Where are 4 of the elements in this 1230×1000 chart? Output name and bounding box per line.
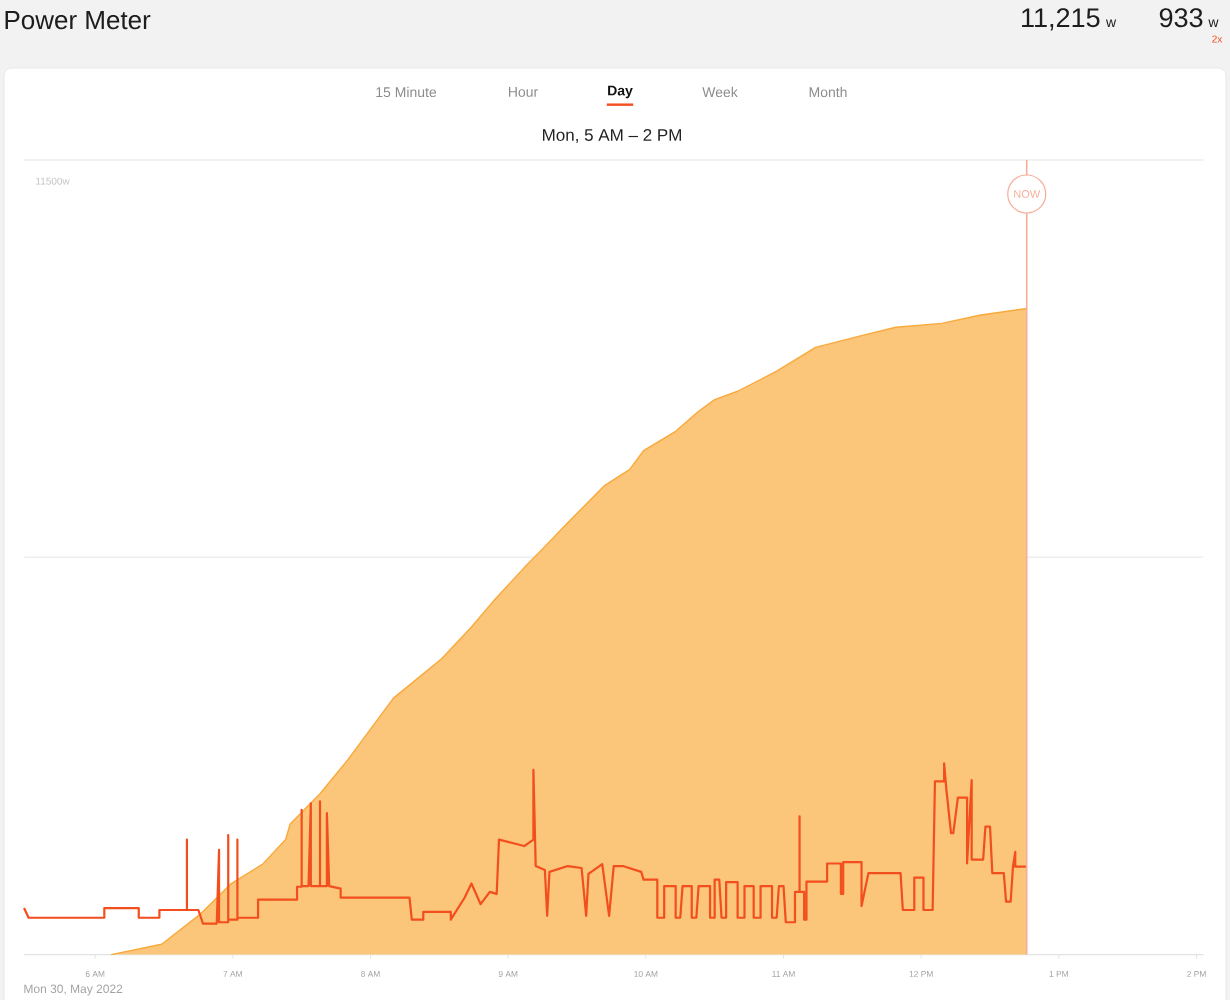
text: 933 — [1159, 8, 1203, 28]
chart-title: Power Meter — [5, 11, 151, 30]
text: 11,215 — [1022, 8, 1100, 31]
chart-subtitle: Mon, 5 AM – 2 PM — [543, 128, 681, 143]
